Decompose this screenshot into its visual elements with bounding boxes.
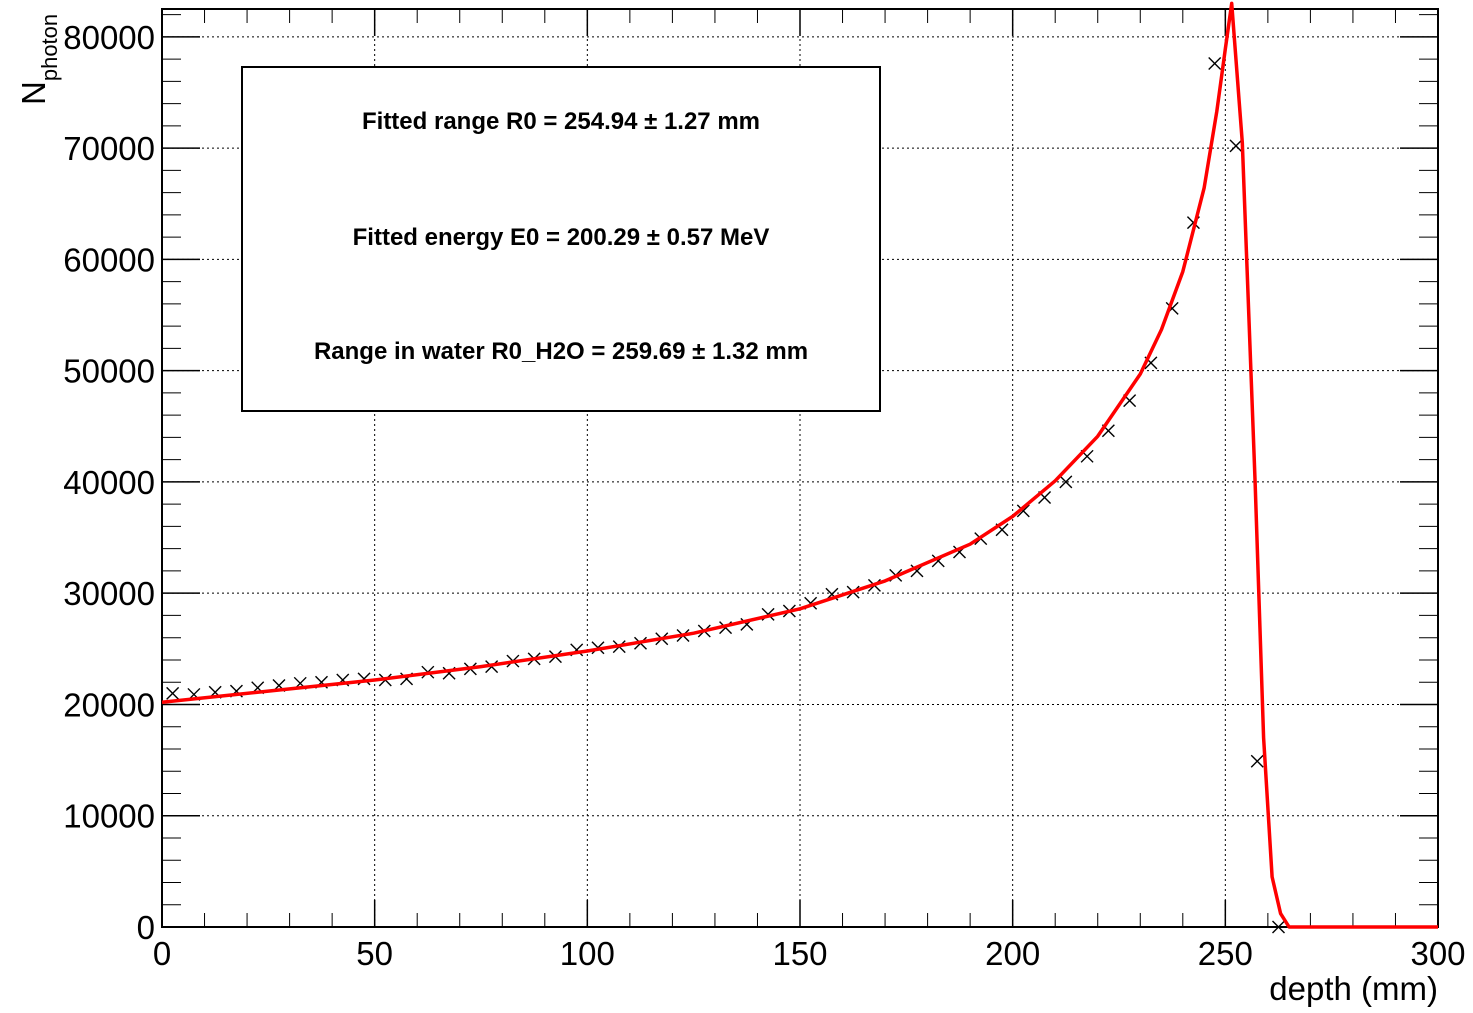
data-point-stroke <box>1272 920 1285 934</box>
y-axis-title: Nphoton <box>15 14 62 105</box>
data-point-stroke <box>1250 754 1264 768</box>
data-point <box>1208 57 1222 71</box>
x-tick-label: 150 <box>772 935 827 972</box>
data-point-stroke <box>1059 475 1073 489</box>
data-point <box>1059 475 1073 489</box>
y-tick-label: 30000 <box>63 575 155 612</box>
x-axis-title: depth (mm) <box>1269 970 1438 1007</box>
data-point-stroke <box>1101 424 1115 438</box>
x-tick-label: 100 <box>560 935 615 972</box>
data-point-stroke <box>1080 449 1094 463</box>
data-point <box>1016 504 1030 518</box>
grid <box>162 9 1438 927</box>
tick-labels: 0 50 100 150 200 250 300 0 10000 20000 30000 40000 5… <box>63 19 1465 972</box>
y-tick-label: 0 <box>137 909 155 946</box>
svg-text:Nphoton: Nphoton <box>15 14 62 105</box>
stats-line-energy: Fitted energy E0 = 200.29 ± 0.57 MeV <box>353 224 770 251</box>
fit-curve <box>161 1 1438 929</box>
data-point-stroke <box>166 686 180 700</box>
plot-frame <box>161 8 1439 928</box>
data-point-stroke <box>1208 57 1222 71</box>
x-tick-label: 200 <box>985 935 1040 972</box>
data-point-stroke <box>1229 139 1243 153</box>
data-point-stroke <box>1123 394 1137 408</box>
y-tick-label: 10000 <box>63 798 155 835</box>
data-point <box>166 686 180 700</box>
y-tick-label: 80000 <box>63 19 155 56</box>
x-tick-label: 300 <box>1410 935 1465 972</box>
data-point-stroke <box>1038 490 1052 504</box>
stats-line-range: Fitted range R0 = 254.94 ± 1.27 mm <box>362 108 760 135</box>
y-tick-label: 50000 <box>63 353 155 390</box>
x-tick-label: 50 <box>356 935 393 972</box>
data-point <box>1272 920 1285 934</box>
fit-curve-group <box>161 1 1438 929</box>
data-point <box>1250 754 1264 768</box>
y-tick-label: 20000 <box>63 686 155 723</box>
stats-box: Fitted range R0 = 254.94 ± 1.27 mm Fitte… <box>241 66 881 412</box>
axis-ticks <box>161 9 1439 928</box>
data-point <box>1229 139 1243 153</box>
x-tick-label: 250 <box>1198 935 1253 972</box>
y-axis-title-sub: photon <box>37 14 62 81</box>
data-point-stroke <box>1144 356 1158 370</box>
y-axis-title-main: N <box>15 81 52 105</box>
data-point-stroke <box>995 523 1009 537</box>
y-tick-label: 60000 <box>63 241 155 278</box>
stats-line-water-range: Range in water R0_H2O = 259.69 ± 1.32 mm <box>314 338 808 365</box>
data-point-stroke <box>1016 504 1030 518</box>
x-tick-label: 0 <box>153 935 171 972</box>
stats-box-frame <box>241 66 881 412</box>
y-tick-label: 70000 <box>63 130 155 167</box>
y-tick-label: 40000 <box>63 464 155 501</box>
